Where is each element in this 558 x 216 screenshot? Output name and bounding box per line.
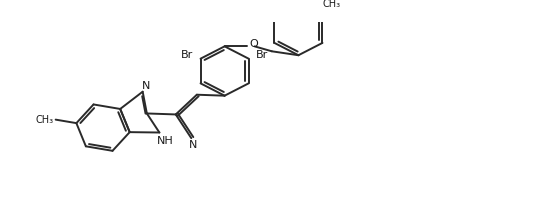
Text: CH₃: CH₃	[323, 0, 341, 9]
Text: N: N	[189, 140, 198, 150]
Text: NH: NH	[157, 136, 174, 146]
Text: O: O	[249, 39, 258, 49]
Text: Br: Br	[181, 50, 193, 60]
Text: N: N	[142, 81, 150, 91]
Text: Br: Br	[256, 50, 268, 60]
Text: CH₃: CH₃	[35, 115, 54, 125]
